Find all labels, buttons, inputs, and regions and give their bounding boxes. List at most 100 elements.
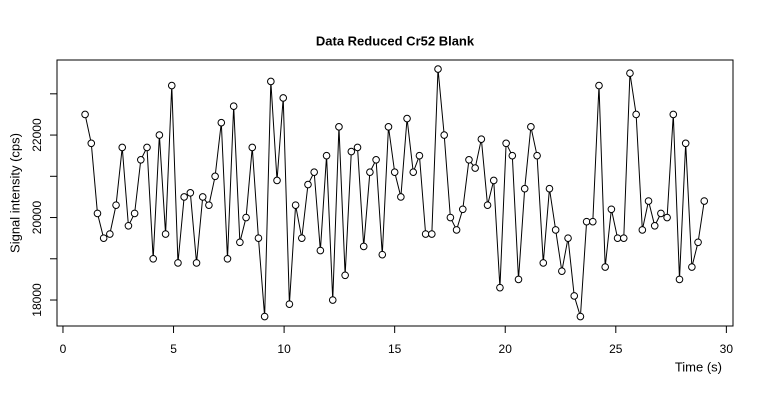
data-point: [112, 201, 120, 209]
data-point: [397, 193, 405, 201]
data-point: [378, 250, 387, 259]
data-point: [638, 226, 647, 234]
data-point: [366, 168, 374, 176]
data-point: [149, 254, 157, 263]
data-point: [267, 77, 275, 86]
data-point: [576, 312, 585, 321]
data-point: [477, 135, 486, 143]
data-point: [341, 271, 349, 280]
data-point: [452, 226, 461, 234]
data-point: [236, 238, 244, 247]
data-point: [328, 296, 337, 304]
data-point: [403, 114, 411, 123]
data-point: [347, 147, 356, 156]
data-point: [291, 201, 300, 209]
data-point: [254, 234, 263, 242]
data-point: [434, 65, 442, 73]
x-tick-label: 0: [60, 342, 67, 356]
data-point: [180, 193, 188, 201]
data-point: [409, 168, 418, 176]
data-point: [694, 238, 702, 247]
data-point: [440, 131, 449, 139]
data-point: [384, 123, 393, 131]
data-point: [217, 118, 226, 127]
data-point: [353, 143, 362, 152]
data-point: [458, 205, 467, 214]
data-point: [260, 312, 269, 321]
data-point: [551, 226, 560, 234]
data-point: [297, 234, 306, 242]
data-point: [87, 139, 96, 148]
data-point: [558, 267, 566, 275]
data-point: [421, 230, 430, 238]
data-point: [192, 259, 201, 267]
data-point: [322, 151, 331, 160]
data-point: [619, 234, 628, 242]
x-tick-label: 10: [277, 342, 291, 356]
y-axis-label: Signal intensity (cps): [7, 133, 22, 253]
data-point: [489, 176, 498, 185]
data-point: [242, 213, 250, 222]
y-tick-label: 18000: [30, 283, 44, 317]
data-point: [564, 234, 572, 242]
data-point: [186, 188, 195, 197]
data-point: [681, 139, 690, 148]
data-point: [359, 242, 368, 251]
data-point: [688, 263, 696, 271]
data-point: [279, 94, 288, 102]
data-point: [508, 151, 517, 160]
data-point: [545, 184, 554, 193]
data-point: [589, 217, 597, 226]
data-point: [81, 110, 89, 119]
x-tick-label: 15: [388, 342, 402, 356]
data-point: [471, 164, 479, 172]
data-point: [582, 217, 591, 226]
data-point: [415, 151, 424, 160]
y-tick-label: 20000: [30, 201, 44, 235]
data-point: [223, 254, 232, 263]
x-tick-label: 5: [170, 342, 177, 356]
data-point: [539, 259, 548, 267]
data-point: [124, 221, 133, 230]
data-point: [205, 201, 213, 209]
data-point: [273, 176, 281, 185]
data-point: [229, 102, 238, 110]
data-point: [167, 81, 176, 90]
data-point: [285, 300, 294, 308]
data-point: [527, 123, 535, 131]
data-point: [465, 156, 473, 164]
x-axis-label: Time (s): [675, 359, 722, 374]
data-point: [675, 275, 684, 284]
data-point: [106, 230, 114, 238]
data-point: [595, 81, 603, 90]
data-point: [650, 221, 659, 230]
data-point: [607, 205, 616, 214]
data-point: [155, 131, 164, 139]
data-point: [657, 209, 665, 218]
y-tick-label: 22000: [30, 118, 44, 152]
data-point: [632, 110, 640, 119]
data-point: [137, 156, 145, 164]
x-tick-label: 25: [609, 342, 623, 356]
data-point: [446, 213, 455, 222]
data-point: [514, 275, 523, 284]
data-point: [390, 168, 399, 176]
data-point: [93, 209, 102, 218]
data-point: [335, 123, 343, 131]
data-point: [483, 201, 492, 209]
data-point: [700, 197, 709, 205]
data-point: [316, 246, 325, 255]
x-tick-label: 30: [720, 342, 734, 356]
data-point: [613, 234, 622, 242]
data-point: [310, 168, 318, 176]
data-point: [570, 292, 579, 300]
data-point: [428, 230, 436, 238]
data-point: [211, 172, 219, 181]
data-point: [143, 143, 151, 152]
data-point: [304, 180, 312, 189]
data-point: [669, 110, 678, 119]
data-point: [601, 263, 609, 271]
x-tick-label: 20: [499, 342, 513, 356]
data-point: [99, 234, 108, 242]
data-point: [502, 139, 510, 148]
